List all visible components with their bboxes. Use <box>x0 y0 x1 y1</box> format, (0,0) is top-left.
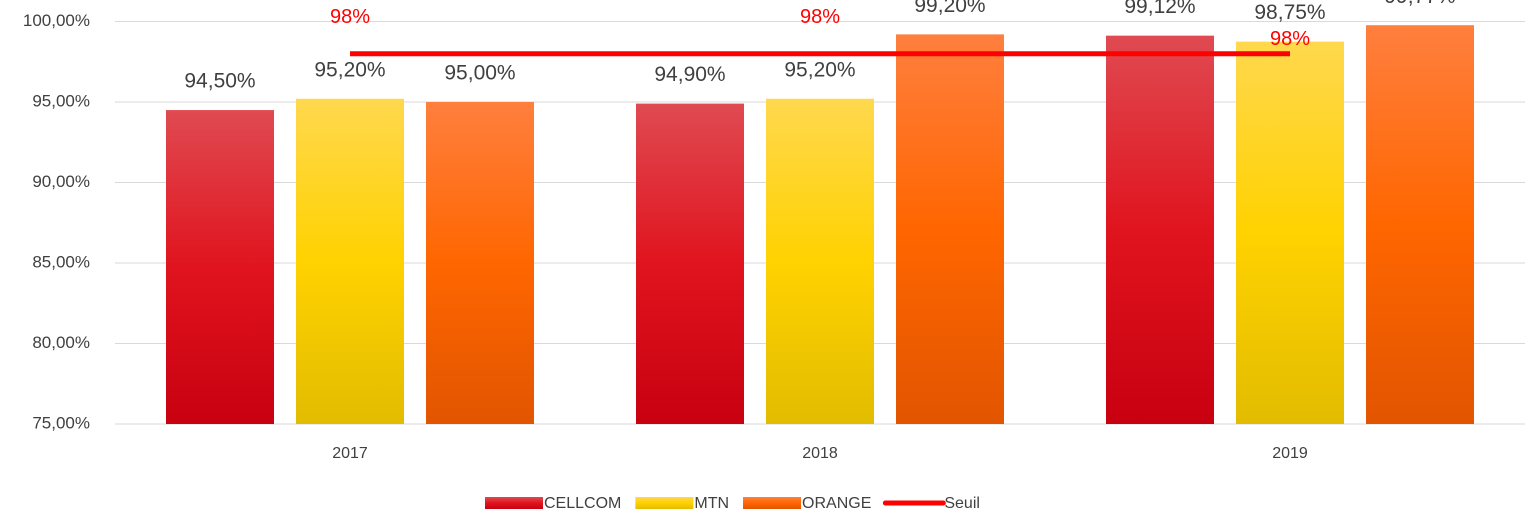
data-label: 98% <box>330 6 370 28</box>
y-tick-label: 75,00% <box>32 413 90 432</box>
legend-label: ORANGE <box>802 495 871 512</box>
legend-swatch <box>743 497 802 509</box>
data-label: 95,00% <box>444 62 515 85</box>
data-label: 98,75% <box>1254 1 1325 24</box>
data-label: 99,20% <box>914 0 985 17</box>
legend-label: MTN <box>694 495 729 512</box>
legend-swatch <box>635 497 694 509</box>
x-tick-label: 2019 <box>1272 445 1308 462</box>
bar <box>1236 41 1344 424</box>
y-tick-label: 85,00% <box>32 252 90 271</box>
bar <box>896 34 1004 424</box>
legend-label: Seuil <box>944 495 980 512</box>
y-tick-label: 80,00% <box>32 333 90 352</box>
x-tick-label: 2018 <box>802 445 838 462</box>
y-tick-label: 90,00% <box>32 172 90 191</box>
data-label: 94,90% <box>654 63 725 86</box>
data-label: 94,50% <box>184 70 255 93</box>
x-tick-label: 2017 <box>332 445 368 462</box>
bar <box>1366 25 1474 424</box>
y-tick-label: 95,00% <box>32 91 90 110</box>
legend-label: CELLCOM <box>544 495 621 512</box>
data-label: 98% <box>800 6 840 28</box>
data-label: 99,12% <box>1124 0 1195 18</box>
bar <box>1106 35 1214 424</box>
bar <box>166 110 274 425</box>
bar <box>766 98 874 424</box>
data-label: 98% <box>1270 28 1310 50</box>
y-tick-label: 100,00% <box>23 11 90 30</box>
bar <box>426 102 534 424</box>
data-label: 99,77% <box>1384 0 1455 8</box>
bar <box>636 103 744 425</box>
legend-swatch <box>485 497 543 509</box>
data-label: 95,20% <box>314 58 385 81</box>
bar <box>296 98 404 424</box>
data-label: 95,20% <box>784 58 855 81</box>
